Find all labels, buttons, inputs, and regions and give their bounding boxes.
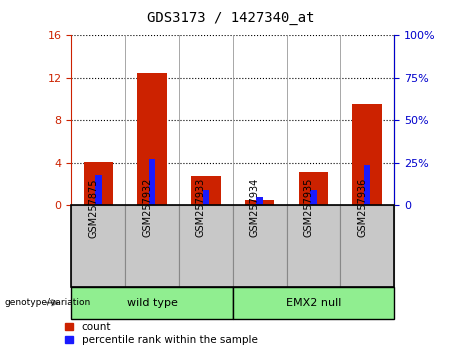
Text: GSM257933: GSM257933 [196, 178, 206, 238]
Text: GSM257936: GSM257936 [357, 178, 367, 238]
Bar [233, 205, 287, 287]
Bar [287, 205, 340, 287]
Bar [71, 287, 233, 319]
Text: GSM257934: GSM257934 [250, 178, 260, 238]
Bar [340, 205, 394, 287]
Text: GSM257875: GSM257875 [89, 178, 98, 238]
Bar [149, 159, 155, 205]
Bar [256, 197, 263, 205]
Bar [137, 73, 167, 205]
Legend: count, percentile rank within the sample: count, percentile rank within the sample [65, 322, 258, 345]
Bar [353, 104, 382, 205]
Bar [71, 205, 125, 287]
Bar [233, 287, 394, 319]
Text: GSM257932: GSM257932 [142, 178, 152, 238]
Text: wild type: wild type [127, 298, 177, 308]
Text: GDS3173 / 1427340_at: GDS3173 / 1427340_at [147, 11, 314, 25]
Bar [203, 190, 209, 205]
Bar [125, 205, 179, 287]
Bar [245, 200, 274, 205]
Bar [191, 176, 221, 205]
Bar [95, 175, 101, 205]
Bar [299, 172, 328, 205]
Bar [83, 162, 113, 205]
Bar [310, 190, 317, 205]
Text: genotype/variation: genotype/variation [5, 298, 91, 307]
Bar [179, 205, 233, 287]
Bar [364, 165, 371, 205]
Text: EMX2 null: EMX2 null [286, 298, 341, 308]
Text: GSM257935: GSM257935 [303, 178, 313, 238]
